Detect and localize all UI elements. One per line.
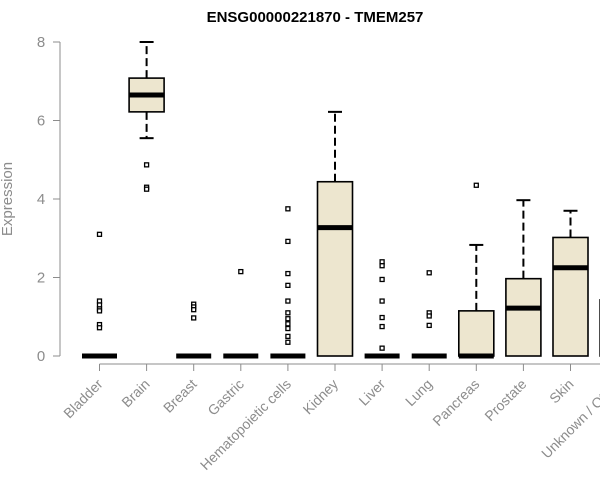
- box-breast: [176, 301, 212, 359]
- outlier-point: [285, 325, 291, 332]
- outlier-point: [191, 307, 197, 313]
- outlier-point: [379, 263, 385, 269]
- outlier-point: [96, 308, 103, 314]
- outlier-point: [426, 313, 432, 319]
- y-axis-label: Expression: [0, 162, 16, 236]
- outlier-point: [379, 276, 385, 283]
- x-tick-label: Skin: [546, 376, 577, 407]
- x-tick-label: Brain: [118, 376, 152, 410]
- x-tick-label: Lung: [402, 376, 435, 409]
- outlier-point: [379, 298, 385, 304]
- x-tick-label: Hematopoietic cells: [197, 376, 294, 473]
- outlier-point: [426, 322, 432, 329]
- outlier-point: [285, 339, 291, 345]
- y-axis: 0 2 4 6 8: [37, 34, 61, 365]
- outlier-point: [285, 333, 291, 340]
- box-liver: [364, 259, 400, 359]
- outlier-point: [379, 323, 385, 330]
- y-tick-label: 0: [37, 348, 45, 365]
- x-tick-label: Gastric: [204, 376, 247, 419]
- outlier-point: [143, 186, 150, 192]
- outlier-point: [143, 162, 150, 168]
- box-skin: [552, 209, 589, 357]
- box-iqr: [552, 236, 589, 357]
- box-gastric: [223, 268, 259, 359]
- outlier-point: [285, 316, 291, 322]
- box-kidney: [316, 110, 354, 357]
- box-brain: [128, 41, 165, 192]
- x-tick-label: Prostate: [481, 376, 529, 424]
- outlier-point: [96, 231, 103, 237]
- x-tick-label: Liver: [355, 376, 388, 409]
- box-series: [82, 41, 600, 359]
- box-hematopoietic-cells: [270, 206, 306, 359]
- x-tick-label: Kidney: [300, 376, 342, 418]
- box-lung: [411, 270, 447, 359]
- outlier-point: [285, 298, 291, 304]
- outlier-point: [285, 238, 291, 245]
- outlier-point: [238, 268, 244, 275]
- y-tick-label: 8: [37, 34, 45, 51]
- outlier-point: [285, 206, 291, 212]
- outlier-point: [426, 270, 432, 276]
- x-tick-label: Pancreas: [429, 376, 482, 429]
- y-tick-label: 2: [37, 270, 45, 287]
- outlier-point: [379, 314, 385, 321]
- chart-title: ENSG00000221870 - TMEM257: [207, 9, 424, 26]
- outlier-point: [379, 345, 385, 351]
- outlier-point: [285, 321, 291, 327]
- box-iqr: [505, 277, 542, 357]
- y-tick-label: 6: [37, 113, 45, 130]
- box-prostate: [505, 199, 542, 357]
- box-bladder: [82, 231, 117, 359]
- outlier-point: [96, 325, 103, 331]
- x-tick-label: Bladder: [60, 376, 106, 422]
- outlier-point: [191, 315, 197, 321]
- box-iqr: [457, 310, 495, 357]
- box-iqr: [316, 180, 354, 357]
- box-pancreas: [457, 182, 495, 359]
- x-tick-label: Breast: [160, 376, 200, 416]
- outlier-point: [285, 310, 291, 316]
- y-tick-label: 4: [37, 191, 45, 208]
- outlier-point: [473, 182, 479, 188]
- outlier-point: [285, 282, 291, 289]
- outlier-point: [285, 270, 291, 277]
